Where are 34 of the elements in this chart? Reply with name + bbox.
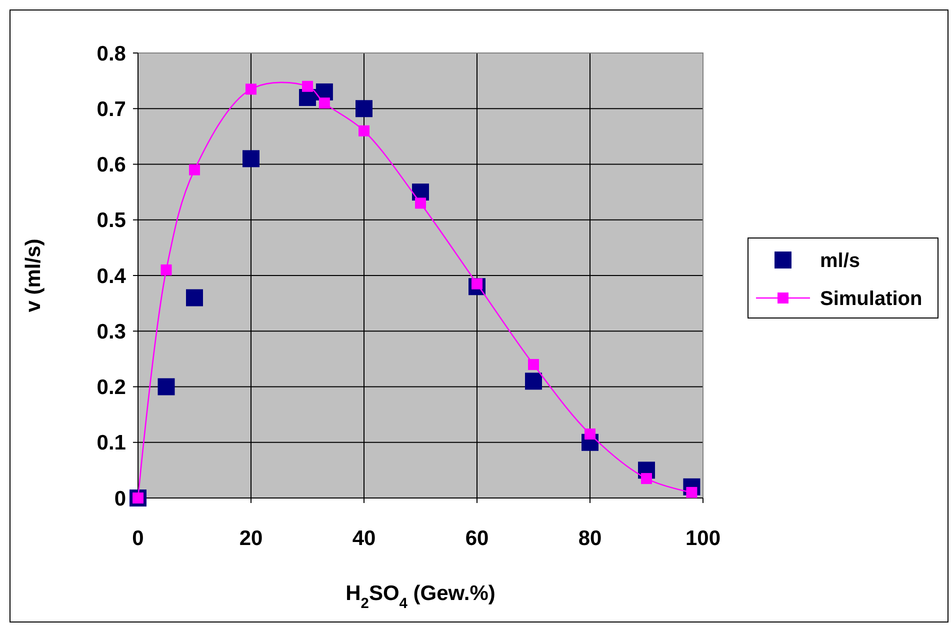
legend-label: Simulation: [820, 288, 922, 310]
x-tick-label: 60: [465, 527, 489, 550]
y-tick-label: 0.4: [96, 264, 126, 288]
point: [415, 198, 426, 209]
point: [525, 372, 542, 390]
point: [302, 80, 313, 92]
point: [189, 164, 200, 176]
point: [246, 84, 256, 95]
y-tick-label: 0.1: [96, 432, 126, 455]
point: [358, 125, 370, 136]
point: [242, 150, 260, 168]
x-tick-label: 40: [352, 527, 376, 550]
x-tick-label: 80: [578, 527, 602, 550]
point: [528, 359, 539, 370]
y-tick-label: 0.2: [96, 376, 126, 400]
x-tick-label: 0: [132, 527, 144, 550]
point: [641, 473, 652, 484]
point: [318, 98, 330, 109]
legend-label: ml/s: [820, 250, 860, 272]
x-axis-title: H$_{2}$SO$_{4}$ (Gew.%): [346, 582, 496, 612]
x-tick-label: 20: [239, 527, 263, 550]
y-tick-label: 0.7: [96, 98, 126, 121]
y-tick-label: 0: [114, 487, 126, 510]
x-tick-label: 100: [685, 527, 721, 550]
point: [356, 100, 372, 118]
y-tick-label: 0.8: [96, 42, 126, 66]
point: [186, 289, 203, 306]
y-axis-title: v (ml/s): [22, 238, 45, 312]
y-tick-label: 0.3: [96, 320, 126, 344]
point: [158, 378, 175, 396]
point: [160, 264, 172, 276]
y-tick-label: 0.5: [96, 209, 126, 232]
y-tick-label: 0.6: [96, 154, 126, 177]
point: [584, 428, 596, 440]
